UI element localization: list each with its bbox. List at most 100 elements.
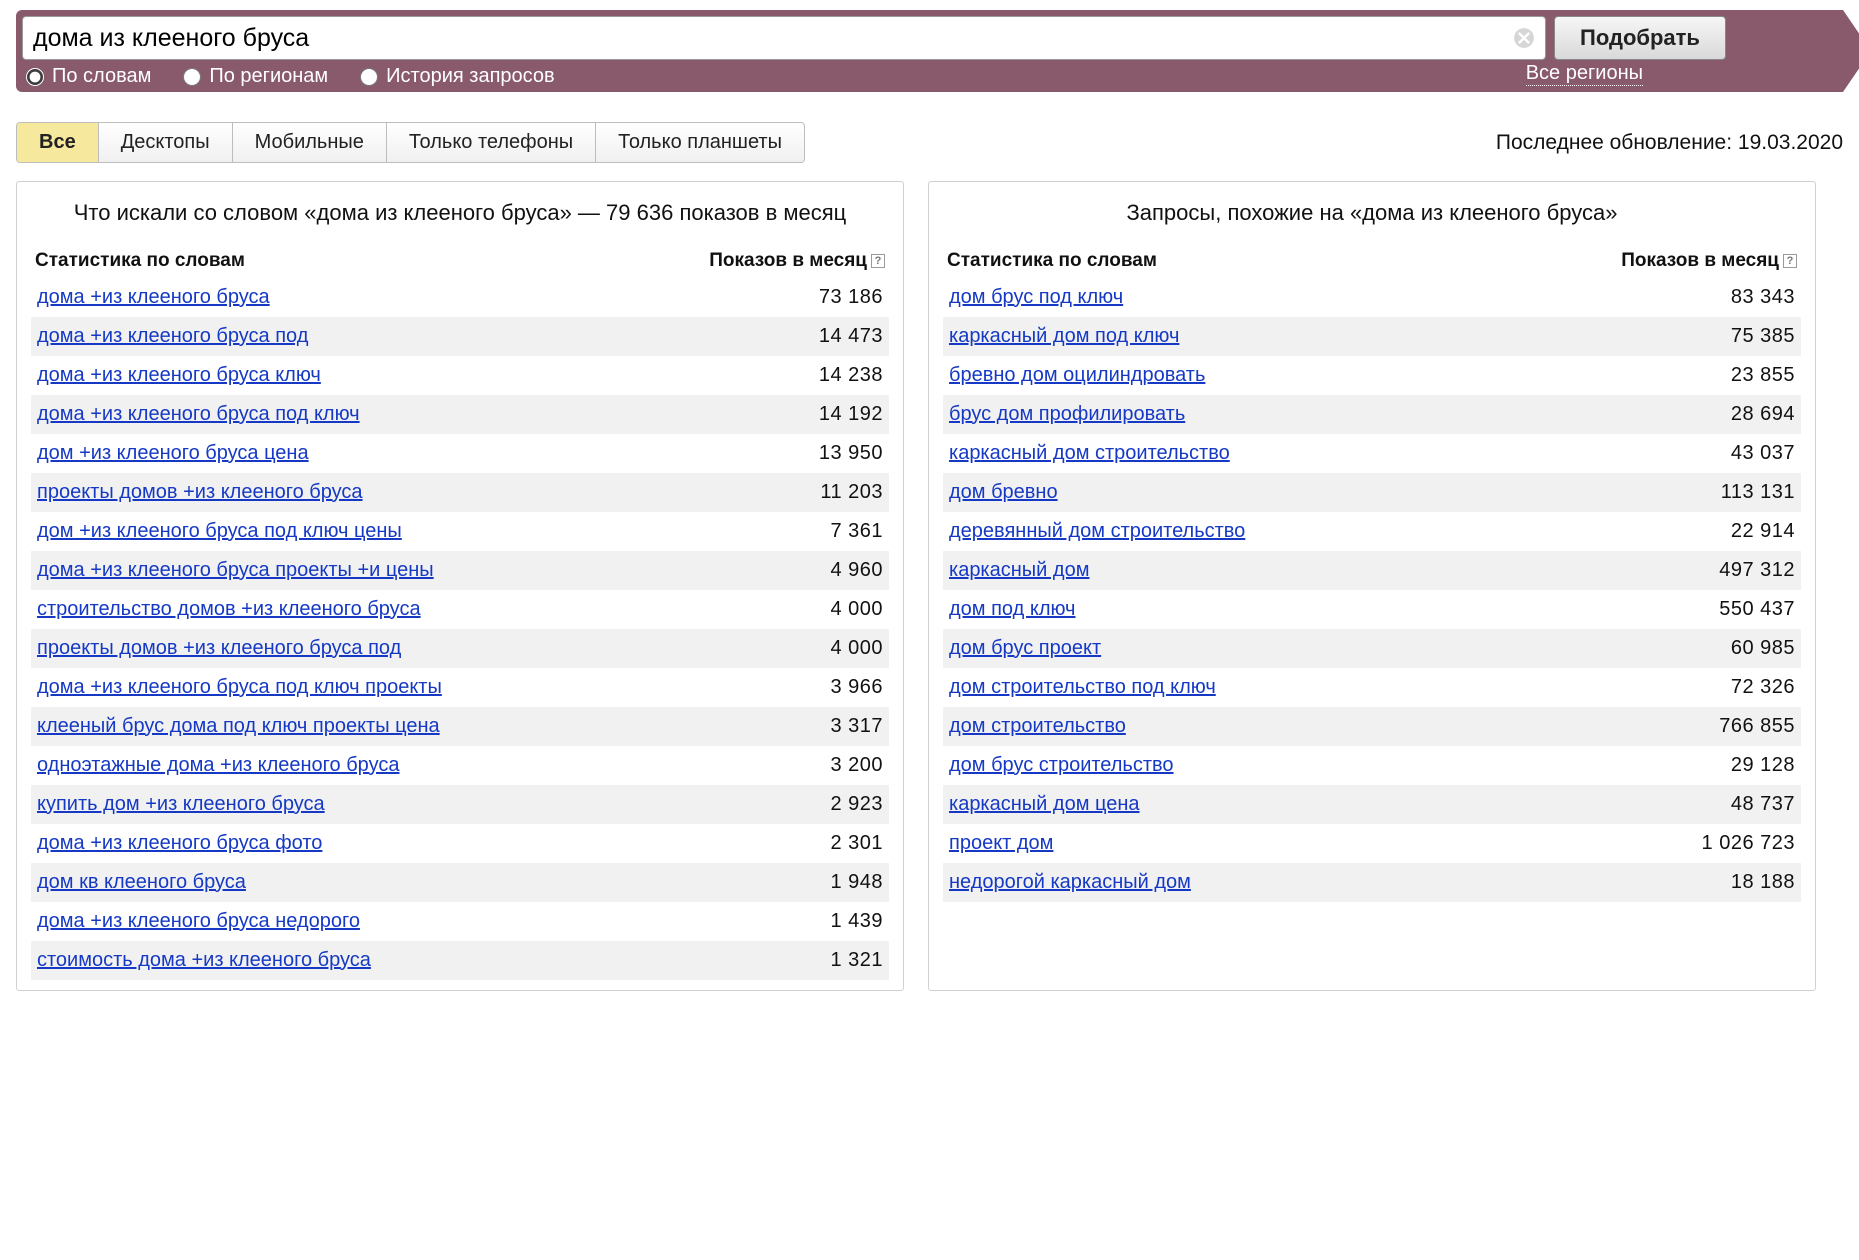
col-shows-label: Показов в месяц: [1621, 250, 1779, 271]
query-link[interactable]: недорогой каркасный дом: [949, 871, 1191, 894]
query-link[interactable]: каркасный дом цена: [949, 793, 1140, 816]
query-link[interactable]: дома +из клееного бруса под ключ: [37, 403, 360, 426]
shows-value: 3 317: [830, 715, 883, 738]
query-link[interactable]: дома +из клееного бруса фото: [37, 832, 322, 855]
device-tab[interactable]: Мобильные: [233, 123, 387, 162]
shows-value: 48 737: [1731, 793, 1795, 816]
query-link[interactable]: каркасный дом: [949, 559, 1089, 582]
query-link[interactable]: дом строительство: [949, 715, 1126, 738]
right-table-head: Статистика по словам Показов в месяц?: [943, 244, 1801, 278]
search-bar: Подобрать По словам По регионам История …: [16, 10, 1843, 92]
query-link[interactable]: клееный брус дома под ключ проекты цена: [37, 715, 440, 738]
query-link[interactable]: дом +из клееного бруса цена: [37, 442, 309, 465]
query-link[interactable]: дом бревно: [949, 481, 1058, 504]
table-row: дом строительство под ключ 72 326: [943, 668, 1801, 707]
col-shows: Показов в месяц?: [709, 250, 885, 272]
table-row: купить дом +из клееного бруса2 923: [31, 785, 889, 824]
query-link[interactable]: купить дом +из клееного бруса: [37, 793, 325, 816]
help-icon[interactable]: ?: [1783, 254, 1797, 268]
query-link[interactable]: дом брус проект: [949, 637, 1101, 660]
col-shows: Показов в месяц?: [1621, 250, 1797, 272]
shows-value: 4 960: [830, 559, 883, 582]
last-update: Последнее обновление: 19.03.2020: [1496, 131, 1843, 155]
mode-regions-label: По регионам: [209, 65, 328, 88]
query-link[interactable]: дома +из клееного бруса недорого: [37, 910, 360, 933]
query-link[interactable]: одноэтажные дома +из клееного бруса: [37, 754, 399, 777]
query-link[interactable]: дом строительство под ключ: [949, 676, 1216, 699]
shows-value: 3 966: [830, 676, 883, 699]
query-link[interactable]: дом под ключ: [949, 598, 1075, 621]
right-panel: Запросы, похожие на «дома из клееного бр…: [928, 181, 1816, 991]
shows-value: 13 950: [819, 442, 883, 465]
mode-regions[interactable]: По регионам: [183, 65, 328, 88]
table-row: дом +из клееного бруса под ключ цены 7 36…: [31, 512, 889, 551]
query-link[interactable]: дом кв клееного бруса: [37, 871, 246, 894]
query-link[interactable]: проекты домов +из клееного бруса: [37, 481, 363, 504]
table-row: деревянный дом строительство 22 914: [943, 512, 1801, 551]
query-link[interactable]: проекты домов +из клееного бруса под: [37, 637, 401, 660]
shows-value: 1 321: [830, 949, 883, 972]
table-row: дом бревно113 131: [943, 473, 1801, 512]
mode-regions-radio[interactable]: [183, 68, 201, 86]
query-link[interactable]: строительство домов +из клееного бруса: [37, 598, 421, 621]
regions-link[interactable]: Все регионы: [1526, 62, 1643, 86]
query-link[interactable]: стоимость дома +из клееного бруса: [37, 949, 371, 972]
device-tab[interactable]: Только планшеты: [596, 123, 804, 162]
mode-words[interactable]: По словам: [26, 65, 151, 88]
table-row: бревно дом оцилиндровать23 855: [943, 356, 1801, 395]
table-row: дома +из клееного бруса ключ14 238: [31, 356, 889, 395]
query-link[interactable]: дом +из клееного бруса под ключ цены: [37, 520, 402, 543]
table-row: дом брус проект60 985: [943, 629, 1801, 668]
query-link[interactable]: дома +из клееного бруса ключ: [37, 364, 321, 387]
shows-value: 73 186: [819, 286, 883, 309]
table-row: дома +из клееного бруса под ключ 14 192: [31, 395, 889, 434]
device-tab[interactable]: Десктопы: [99, 123, 233, 162]
mode-history[interactable]: История запросов: [360, 65, 554, 88]
shows-value: 83 343: [1731, 286, 1795, 309]
shows-value: 1 026 723: [1702, 832, 1795, 855]
col-words: Статистика по словам: [35, 250, 245, 272]
table-row: строительство домов +из клееного бруса4 …: [31, 590, 889, 629]
table-row: каркасный дом строительство43 037: [943, 434, 1801, 473]
query-link[interactable]: дома +из клееного бруса проекты +и цены: [37, 559, 434, 582]
right-table-body: дом брус под ключ 83 343 каркасный дом под…: [943, 278, 1801, 902]
search-input[interactable]: [33, 24, 1513, 53]
search-input-box: [22, 16, 1546, 60]
table-row: дом под ключ550 437: [943, 590, 1801, 629]
mode-words-radio[interactable]: [26, 68, 44, 86]
query-link[interactable]: дома +из клееного бруса под: [37, 325, 308, 348]
table-row: дома +из клееного бруса под ключ проекты…: [31, 668, 889, 707]
query-link[interactable]: брус дом профилировать: [949, 403, 1185, 426]
mode-history-radio[interactable]: [360, 68, 378, 86]
table-row: одноэтажные дома +из клееного бруса3 200: [31, 746, 889, 785]
table-row: недорогой каркасный дом18 188: [943, 863, 1801, 902]
query-link[interactable]: дома +из клееного бруса под ключ проекты: [37, 676, 442, 699]
shows-value: 14 192: [819, 403, 883, 426]
query-link[interactable]: бревно дом оцилиндровать: [949, 364, 1205, 387]
query-link[interactable]: дом брус под ключ: [949, 286, 1123, 309]
shows-value: 29 128: [1731, 754, 1795, 777]
query-link[interactable]: проект дом: [949, 832, 1053, 855]
query-link[interactable]: каркасный дом строительство: [949, 442, 1230, 465]
shows-value: 497 312: [1719, 559, 1795, 582]
query-link[interactable]: деревянный дом строительство: [949, 520, 1245, 543]
table-row: дома +из клееного бруса проекты +и цены 4…: [31, 551, 889, 590]
table-row: проекты домов +из клееного бруса11 203: [31, 473, 889, 512]
shows-value: 72 326: [1731, 676, 1795, 699]
query-link[interactable]: каркасный дом под ключ: [949, 325, 1179, 348]
shows-value: 22 914: [1731, 520, 1795, 543]
device-tab[interactable]: Все: [17, 123, 99, 162]
query-link[interactable]: дом брус строительство: [949, 754, 1174, 777]
shows-value: 7 361: [830, 520, 883, 543]
table-row: клееный брус дома под ключ проекты цена 3…: [31, 707, 889, 746]
device-tabs: ВсеДесктопыМобильныеТолько телефоныТольк…: [16, 122, 805, 163]
table-row: дома +из клееного бруса фото2 301: [31, 824, 889, 863]
shows-value: 4 000: [830, 637, 883, 660]
shows-value: 75 385: [1731, 325, 1795, 348]
help-icon[interactable]: ?: [871, 254, 885, 268]
select-button[interactable]: Подобрать: [1554, 16, 1726, 60]
device-tab[interactable]: Только телефоны: [387, 123, 596, 162]
query-link[interactable]: дома +из клееного бруса: [37, 286, 270, 309]
table-row: каркасный дом цена 48 737: [943, 785, 1801, 824]
clear-icon[interactable]: [1513, 27, 1535, 49]
